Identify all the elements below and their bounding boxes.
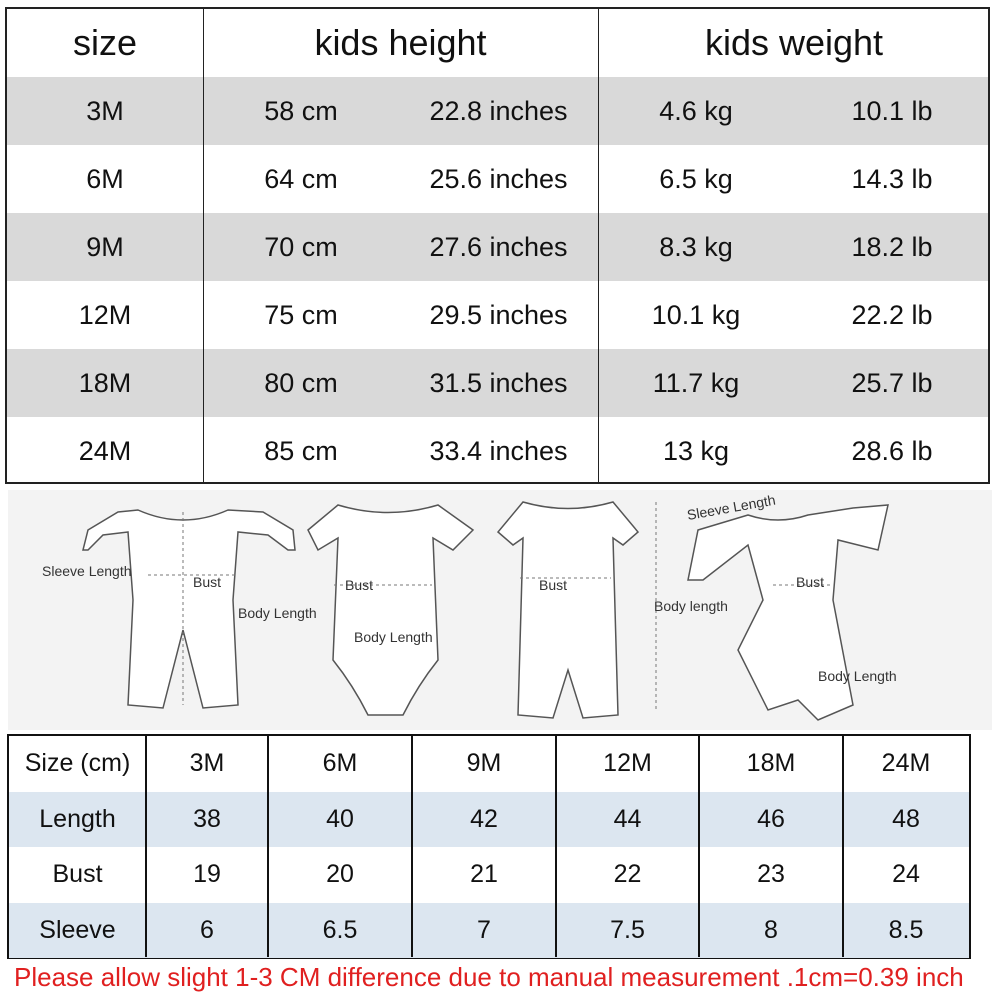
height-in-cell: 22.8 inches — [429, 95, 568, 126]
weight-lb-cell: 10.1 lb — [851, 95, 933, 126]
header-row: Size (cm) 3M 6M 9M 12M 18M 24M — [9, 736, 969, 792]
table-row: 12M 75 cm 29.5 inches 10.1 kg 22.2 lb — [7, 281, 988, 349]
height-cm-cell: 70 cm — [264, 231, 338, 262]
column-divider — [842, 736, 844, 957]
g4-body-label: Body Length — [818, 668, 897, 684]
value-cell: 22 — [613, 860, 642, 889]
garment-measurement-diagram: Sleeve Length Bust Body Length Bust Body… — [8, 490, 992, 730]
table-row: Bust 19 20 21 22 23 24 — [9, 847, 969, 903]
g1-bust-label: Bust — [193, 574, 221, 590]
header-weight: kids weight — [704, 22, 884, 63]
header-size: size — [72, 22, 138, 63]
short-sleeve-bodysuit-icon — [307, 504, 475, 716]
g3-body-label: Body length — [654, 598, 728, 614]
g3-bust-label: Bust — [539, 577, 567, 593]
table-row: Sleeve 6 6.5 7 7.5 8 8.5 — [9, 902, 969, 958]
value-cell: 6M — [322, 749, 358, 778]
weight-kg-cell: 10.1 kg — [651, 299, 741, 330]
value-cell: 46 — [757, 804, 785, 833]
table-row: 9M 70 cm 27.6 inches 8.3 kg 18.2 lb — [7, 213, 988, 281]
column-divider — [598, 9, 599, 482]
row-label-cell: Sleeve — [39, 915, 116, 944]
measurement-table: Size (cm) 3M 6M 9M 12M 18M 24M Length 38 40 42 44 46… — [7, 734, 971, 959]
value-cell: 42 — [470, 804, 498, 833]
table-row: 6M 64 cm 25.6 inches 6.5 kg 14.3 lb — [7, 145, 988, 213]
value-cell: 7.5 — [610, 915, 645, 944]
g4-bust-label: Bust — [796, 574, 824, 590]
weight-lb-cell: 22.2 lb — [851, 299, 933, 330]
value-cell: 44 — [613, 804, 642, 833]
size-cell: 24M — [78, 435, 132, 466]
row-label-cell: Length — [39, 804, 116, 833]
value-cell: 24M — [881, 749, 931, 778]
value-cell: 7 — [477, 915, 491, 944]
weight-lb-cell: 18.2 lb — [851, 231, 933, 262]
value-cell: 21 — [470, 860, 498, 889]
value-cell: 6.5 — [322, 915, 358, 944]
table-row: 18M 80 cm 31.5 inches 11.7 kg 25.7 lb — [7, 349, 988, 417]
height-cm-cell: 85 cm — [264, 435, 338, 466]
value-cell: 6 — [200, 915, 214, 944]
value-cell: 18M — [746, 749, 796, 778]
value-cell: 12M — [603, 749, 652, 778]
size-cell: 9M — [86, 231, 124, 262]
height-cm-cell: 58 cm — [264, 95, 338, 126]
height-weight-table: size kids height kids weight 3M 58 cm 22.8 in… — [5, 7, 990, 484]
size-cell: 3M — [86, 95, 124, 126]
value-cell: 19 — [193, 860, 221, 889]
value-cell: 8 — [764, 915, 778, 944]
value-cell: 3M — [189, 749, 225, 778]
weight-lb-cell: 14.3 lb — [851, 163, 933, 194]
weight-kg-cell: 11.7 kg — [652, 367, 740, 398]
row-label-cell: Bust — [52, 860, 103, 889]
row-label-cell: Size (cm) — [24, 749, 131, 778]
measurement-note: Please allow slight 1-3 CM difference du… — [14, 962, 964, 992]
table-row: 3M 58 cm 22.8 inches 4.6 kg 10.1 lb — [7, 77, 988, 145]
value-cell: 48 — [892, 804, 920, 833]
short-sleeve-romper-icon — [496, 501, 640, 719]
weight-kg-cell: 13 kg — [662, 435, 730, 466]
g1-sleeve-label: Sleeve Length — [42, 563, 132, 579]
value-cell: 40 — [326, 804, 354, 833]
value-cell: 38 — [193, 804, 221, 833]
size-cell: 6M — [86, 163, 124, 194]
table-row: Length 38 40 42 44 46 48 — [9, 791, 969, 847]
value-cell: 23 — [757, 860, 785, 889]
height-in-cell: 33.4 inches — [429, 435, 568, 466]
g2-bust-label: Bust — [345, 577, 373, 593]
weight-lb-cell: 25.7 lb — [851, 367, 933, 398]
weight-kg-cell: 4.6 kg — [659, 95, 733, 126]
height-in-cell: 27.6 inches — [429, 231, 568, 262]
column-divider — [145, 736, 147, 957]
height-in-cell: 25.6 inches — [429, 163, 568, 194]
g1-body-label: Body Length — [238, 605, 317, 621]
height-cm-cell: 64 cm — [264, 163, 338, 194]
column-divider — [698, 736, 700, 957]
weight-kg-cell: 8.3 kg — [659, 231, 733, 262]
height-cm-cell: 80 cm — [264, 367, 338, 398]
value-cell: 9M — [466, 749, 502, 778]
weight-kg-cell: 6.5 kg — [659, 163, 733, 194]
height-in-cell: 31.5 inches — [429, 367, 568, 398]
long-sleeve-romper-icon — [82, 509, 296, 709]
g2-body-label: Body Length — [354, 629, 433, 645]
header-row: size kids height kids weight — [7, 9, 988, 77]
size-cell: 12M — [78, 299, 132, 330]
size-cell: 18M — [78, 367, 132, 398]
height-in-cell: 29.5 inches — [429, 299, 568, 330]
column-divider — [555, 736, 557, 957]
value-cell: 20 — [326, 860, 354, 889]
garment-illustrations: Sleeve Length Bust Body Length Bust Body… — [42, 492, 897, 721]
weight-lb-cell: 28.6 lb — [851, 435, 933, 466]
height-cm-cell: 75 cm — [264, 299, 338, 330]
column-divider — [411, 736, 413, 957]
column-divider — [267, 736, 269, 957]
table-row: 24M 85 cm 33.4 inches 13 kg 28.6 lb — [7, 417, 988, 485]
kimono-romper-icon — [687, 504, 889, 721]
header-height: kids height — [314, 22, 487, 63]
value-cell: 8.5 — [888, 915, 924, 944]
value-cell: 24 — [892, 860, 920, 889]
column-divider — [203, 9, 204, 482]
